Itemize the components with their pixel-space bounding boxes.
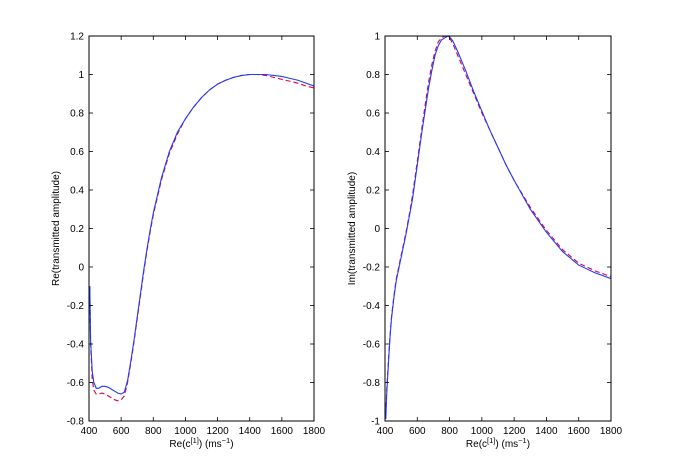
y-tick-label: 1.2 [70, 32, 84, 43]
y-tick-label: -0.6 [67, 378, 85, 389]
x-tick-label: 1400 [239, 426, 262, 437]
y-tick-label: 0 [374, 224, 380, 235]
y-tick-label: -1 [371, 417, 380, 428]
x-axis-label-superscript: −1 [518, 436, 527, 445]
y-tick-label: 0.8 [366, 70, 380, 81]
y-tick-label: 0.8 [70, 109, 84, 120]
x-axis-label-text: ) (ms [199, 439, 222, 450]
y-tick-label: -0.8 [67, 417, 85, 428]
x-tick-label: 800 [441, 426, 458, 437]
x-tick-label: 1000 [471, 426, 494, 437]
series-line-1 [89, 73, 315, 395]
y-tick-label: 0.2 [70, 224, 84, 235]
x-tick-label: 1600 [271, 426, 294, 437]
y-tick-label: 1 [78, 70, 84, 81]
y-tick-label: 0.6 [366, 109, 380, 120]
y-axis-label: Re(transmitted amplitude) [51, 171, 62, 286]
y-tick-label: -0.2 [363, 263, 381, 274]
y-tick-label: 0 [78, 263, 84, 274]
left-chart: 400 600 800 1000 1200 1400 1600 1800 -0.8 -0.6 -0.… [51, 32, 326, 451]
y-tick-label: -0.4 [67, 340, 85, 351]
x-axis-label-superscript: −1 [222, 436, 231, 445]
x-tick-label: 1000 [174, 426, 197, 437]
x-tick-label: 400 [81, 426, 98, 437]
plot-frame [88, 35, 315, 422]
x-axis-label-text: ) [230, 439, 233, 450]
x-tick-label: 800 [145, 426, 162, 437]
x-axis-label-text: Re(c [466, 439, 487, 450]
x-tick-label: 1200 [503, 426, 526, 437]
x-tick-label: 1800 [303, 426, 326, 437]
plot-frame [384, 35, 612, 422]
y-tick-label: -0.6 [363, 340, 381, 351]
y-tick-label: -0.2 [67, 301, 85, 312]
series-line-1 [385, 35, 612, 420]
series-line-0 [89, 73, 315, 402]
y-axis-label: Im(transmitted amplitude) [347, 172, 358, 285]
y-tick-label: 0.4 [70, 186, 84, 197]
y-tick-label: 0.4 [366, 147, 380, 158]
x-axis-label-text: ) [527, 439, 530, 450]
x-axis-label-superscript: [1] [191, 436, 199, 445]
x-axis-label: Re(c[1]) (ms−1) [169, 436, 233, 450]
x-axis-label: Re(c[1]) (ms−1) [466, 436, 530, 450]
y-tick-label: 0.2 [366, 186, 380, 197]
y-tick-label: 0.6 [70, 147, 84, 158]
x-axis-label-text: ) (ms [495, 439, 518, 450]
x-tick-label: 1200 [206, 426, 229, 437]
right-chart: 400 600 800 1000 1200 1400 1600 1800 -1 -0.8 -0.6 -… [347, 32, 623, 451]
x-tick-label: 1800 [600, 426, 623, 437]
y-tick-label: -0.4 [363, 301, 381, 312]
x-tick-label: 600 [113, 426, 130, 437]
y-tick-label: -0.8 [363, 378, 381, 389]
y-tick-label: 1 [374, 32, 380, 43]
series-line-0 [385, 35, 612, 416]
x-tick-label: 1600 [568, 426, 591, 437]
x-axis-label-text: Re(c [169, 439, 190, 450]
x-tick-label: 1400 [535, 426, 558, 437]
x-tick-label: 400 [377, 426, 394, 437]
x-tick-label: 600 [409, 426, 426, 437]
x-axis-label-superscript: [1] [487, 436, 495, 445]
